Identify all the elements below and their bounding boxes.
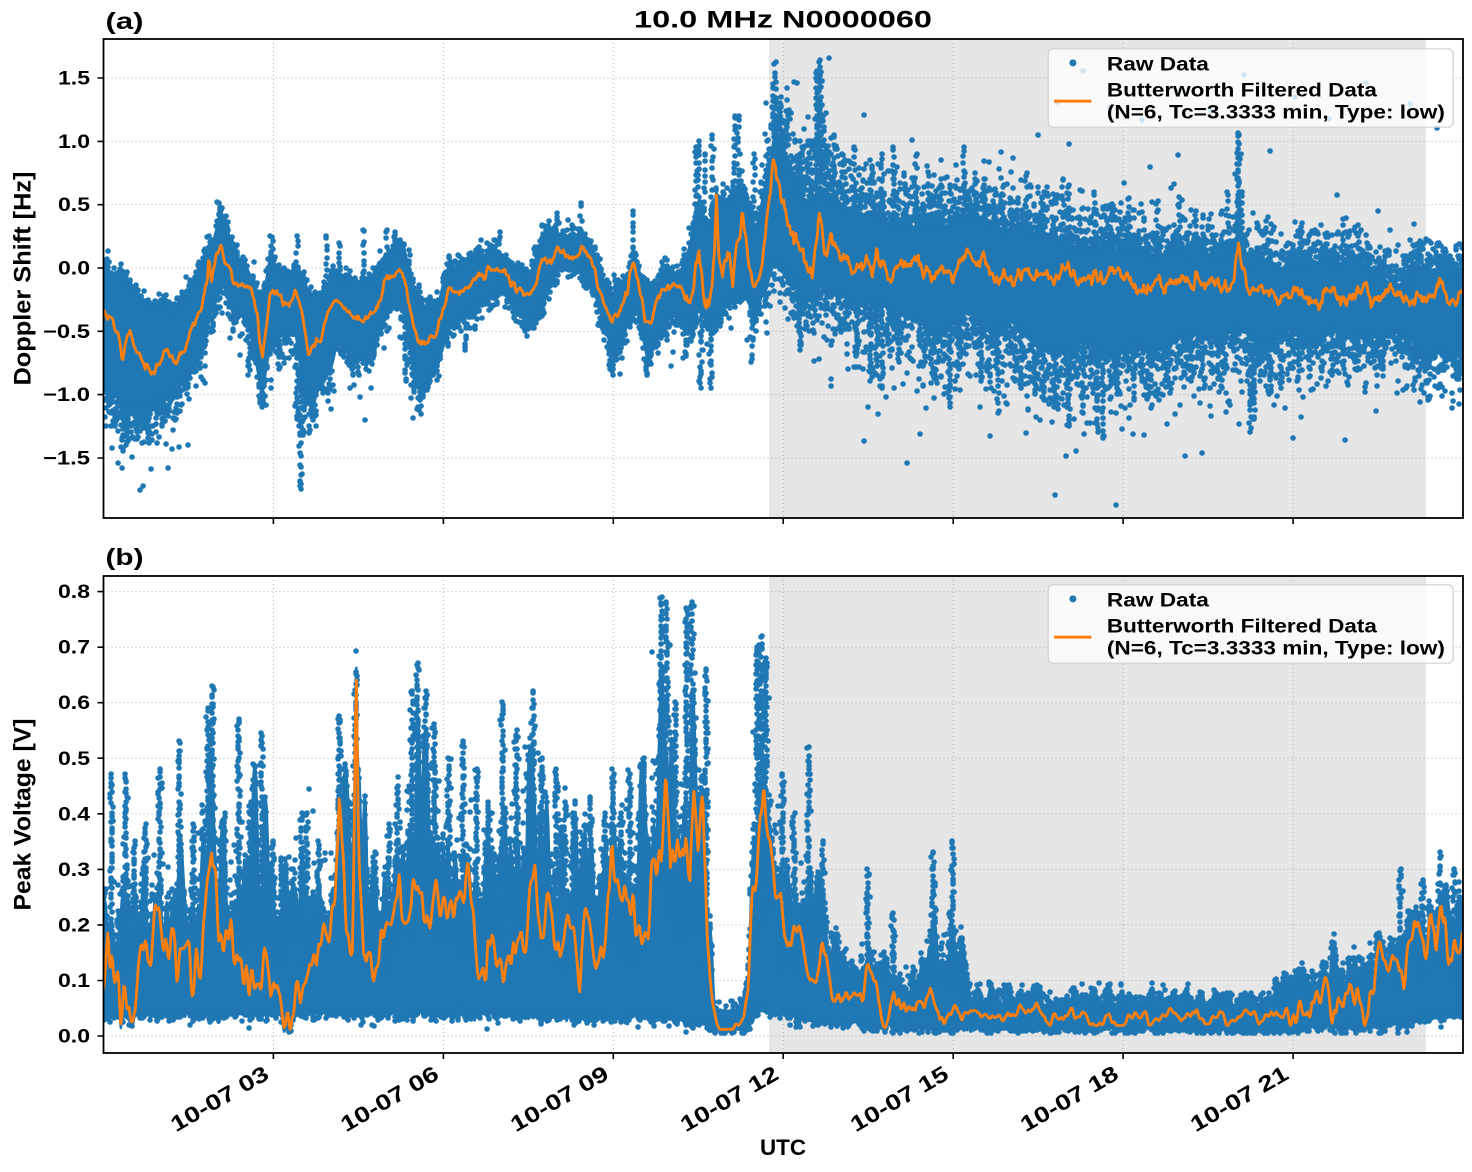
svg-text:UTC: UTC (760, 1135, 806, 1160)
svg-text:1.0: 1.0 (58, 132, 90, 153)
svg-text:−1.0: −1.0 (43, 385, 90, 406)
svg-text:0.6: 0.6 (58, 693, 90, 714)
svg-text:0.5: 0.5 (58, 749, 91, 770)
svg-text:0.8: 0.8 (58, 582, 90, 603)
svg-text:0.0: 0.0 (58, 1027, 90, 1048)
svg-text:10.0 MHz N0000060: 10.0 MHz N0000060 (634, 7, 932, 34)
svg-text:−0.5: −0.5 (43, 322, 91, 343)
svg-text:0.5: 0.5 (58, 195, 91, 216)
svg-text:−1.5: −1.5 (43, 449, 91, 470)
svg-text:Raw Data: Raw Data (1107, 589, 1209, 611)
svg-text:(b): (b) (106, 544, 144, 570)
svg-text:Butterworth Filtered Data: Butterworth Filtered Data (1107, 616, 1377, 638)
svg-text:0.1: 0.1 (58, 971, 91, 992)
svg-text:0.4: 0.4 (58, 804, 91, 825)
svg-text:Doppler Shift [Hz]: Doppler Shift [Hz] (10, 172, 37, 386)
svg-text:0.3: 0.3 (58, 860, 90, 881)
svg-text:1.5: 1.5 (58, 69, 91, 90)
svg-text:(a): (a) (106, 8, 144, 34)
svg-text:(N=6, Tc=3.3333 min, Type: low: (N=6, Tc=3.3333 min, Type: low) (1107, 637, 1445, 659)
svg-text:Peak Voltage [V]: Peak Voltage [V] (10, 719, 37, 911)
svg-text:(N=6, Tc=3.3333 min, Type: low: (N=6, Tc=3.3333 min, Type: low) (1107, 101, 1445, 123)
svg-text:0.2: 0.2 (58, 915, 90, 936)
svg-text:Raw Data: Raw Data (1107, 53, 1209, 75)
svg-text:0.0: 0.0 (58, 259, 90, 280)
svg-text:Butterworth Filtered Data: Butterworth Filtered Data (1107, 80, 1377, 102)
svg-text:0.7: 0.7 (58, 638, 90, 659)
